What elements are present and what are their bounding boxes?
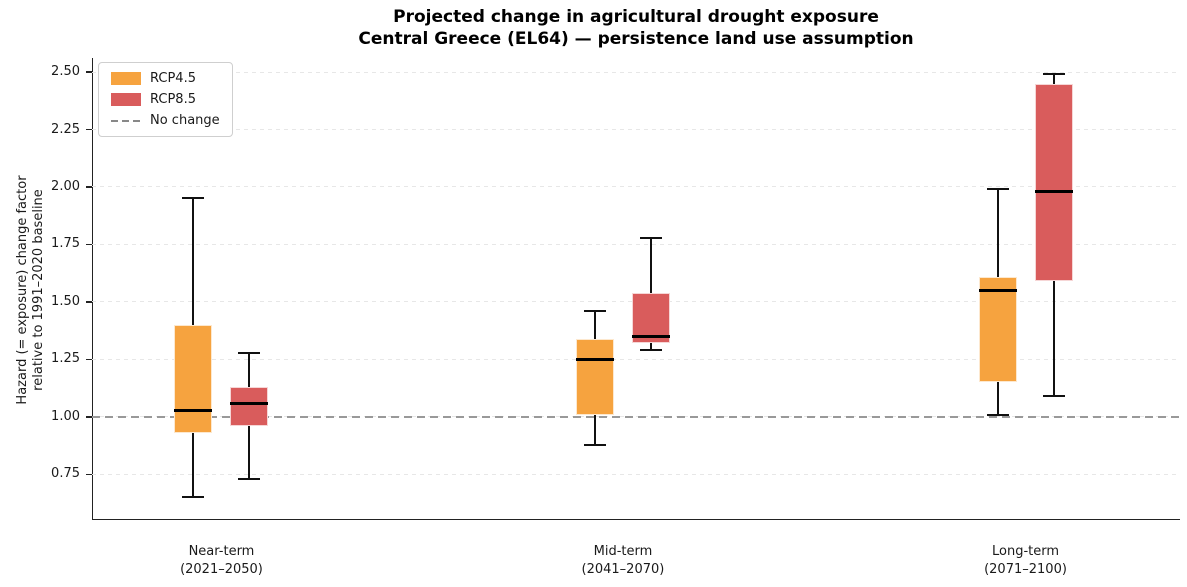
whisker-cap-high-rcp45-long-term [986, 188, 1009, 191]
y-tick-label: 2.25 [51, 121, 80, 137]
y-tick-mark [86, 358, 92, 361]
x-tick-mid-term-sublabel: (2041–2070) [581, 562, 665, 577]
median-rcp45-long-term [978, 288, 1017, 292]
y-tick-label: 1.25 [51, 351, 80, 367]
y-tick-label: 1.50 [51, 293, 80, 309]
y-axis-spine [92, 58, 94, 519]
gridline [92, 473, 1180, 475]
whisker-cap-low-rcp85-mid-term [639, 349, 662, 352]
box-rcp85-mid-term [631, 292, 670, 344]
y-tick-mark [86, 243, 92, 246]
whisker-cap-high-rcp45-near-term [182, 197, 205, 200]
median-rcp45-near-term [174, 408, 213, 412]
box-rcp45-near-term [174, 324, 213, 433]
y-tick-label: 2.50 [51, 64, 80, 80]
y-tick-label: 1.75 [51, 236, 80, 252]
box-rcp45-long-term [978, 276, 1017, 383]
rcp85-swatch-icon [111, 93, 141, 106]
median-rcp85-long-term [1034, 190, 1073, 194]
whisker-cap-low-rcp85-near-term [238, 477, 261, 480]
whisker-cap-high-rcp45-mid-term [583, 310, 606, 313]
y-tick-mark [86, 71, 92, 73]
gridline [92, 243, 1180, 245]
gridline [92, 186, 1180, 188]
whisker-cap-high-rcp85-long-term [1042, 73, 1065, 76]
x-tick-near-term-label: Near-term [188, 544, 255, 559]
y-tick-mark [86, 416, 92, 418]
box-rcp85-long-term [1034, 83, 1073, 282]
gridline [92, 358, 1180, 360]
legend-item-rcp45: RCP4.5 [111, 70, 220, 87]
plot-area: 0.75 1.00 1.25 1.50 1.75 2.00 2.25 2.50 [51, 58, 1180, 521]
y-tick-mark [86, 301, 92, 303]
y-tick-label: 2.00 [51, 178, 80, 194]
legend-item-no-change: No change [111, 112, 220, 129]
y-tick-label: 1.00 [51, 408, 80, 424]
box-rcp85-near-term [230, 387, 269, 427]
legend-item-rcp85: RCP8.5 [111, 91, 220, 108]
whisker-cap-high-rcp85-mid-term [639, 236, 662, 239]
chart-title: Projected change in agricultural drought… [393, 7, 879, 27]
whisker-cap-low-rcp85-long-term [1042, 395, 1065, 398]
whisker-cap-low-rcp45-long-term [986, 413, 1009, 416]
dashed-line-icon [111, 119, 141, 122]
x-tick-near-term-sublabel: (2021–2050) [180, 562, 263, 577]
y-tick-mark [86, 186, 92, 188]
y-tick-label: 0.75 [51, 466, 80, 482]
x-tick-long-term-sublabel: (2071–2100) [984, 562, 1067, 577]
box-rcp45-mid-term [575, 338, 614, 415]
x-axis-spine [92, 519, 1180, 521]
legend: RCP4.5 RCP8.5 No change [98, 62, 233, 137]
y-tick-mark [86, 128, 92, 131]
x-tick-long-term: Long-term (2071–2100) [946, 543, 1106, 579]
whisker-cap-high-rcp85-near-term [238, 351, 261, 354]
whisker-cap-low-rcp45-near-term [182, 496, 205, 499]
no-change-reference-line [92, 415, 1180, 418]
x-tick-mid-term-label: Mid-term [593, 544, 653, 559]
median-rcp45-mid-term [575, 357, 614, 361]
x-tick-mid-term: Mid-term (2041–2070) [543, 543, 703, 579]
chart-subtitle: Central Greece (EL64) — persistence land… [358, 29, 914, 49]
median-rcp85-mid-term [631, 334, 670, 338]
legend-label-no-change: No change [150, 113, 220, 128]
gridline [92, 71, 1180, 73]
x-tick-near-term: Near-term (2021–2050) [141, 543, 301, 579]
whisker-cap-low-rcp45-mid-term [583, 443, 606, 446]
legend-label-rcp45: RCP4.5 [150, 71, 196, 86]
median-rcp85-near-term [230, 401, 269, 405]
legend-label-rcp85: RCP8.5 [150, 92, 196, 107]
x-tick-long-term-label: Long-term [991, 544, 1060, 559]
gridline [92, 129, 1180, 130]
rcp45-swatch-icon [111, 72, 141, 85]
y-tick-mark [86, 473, 92, 476]
